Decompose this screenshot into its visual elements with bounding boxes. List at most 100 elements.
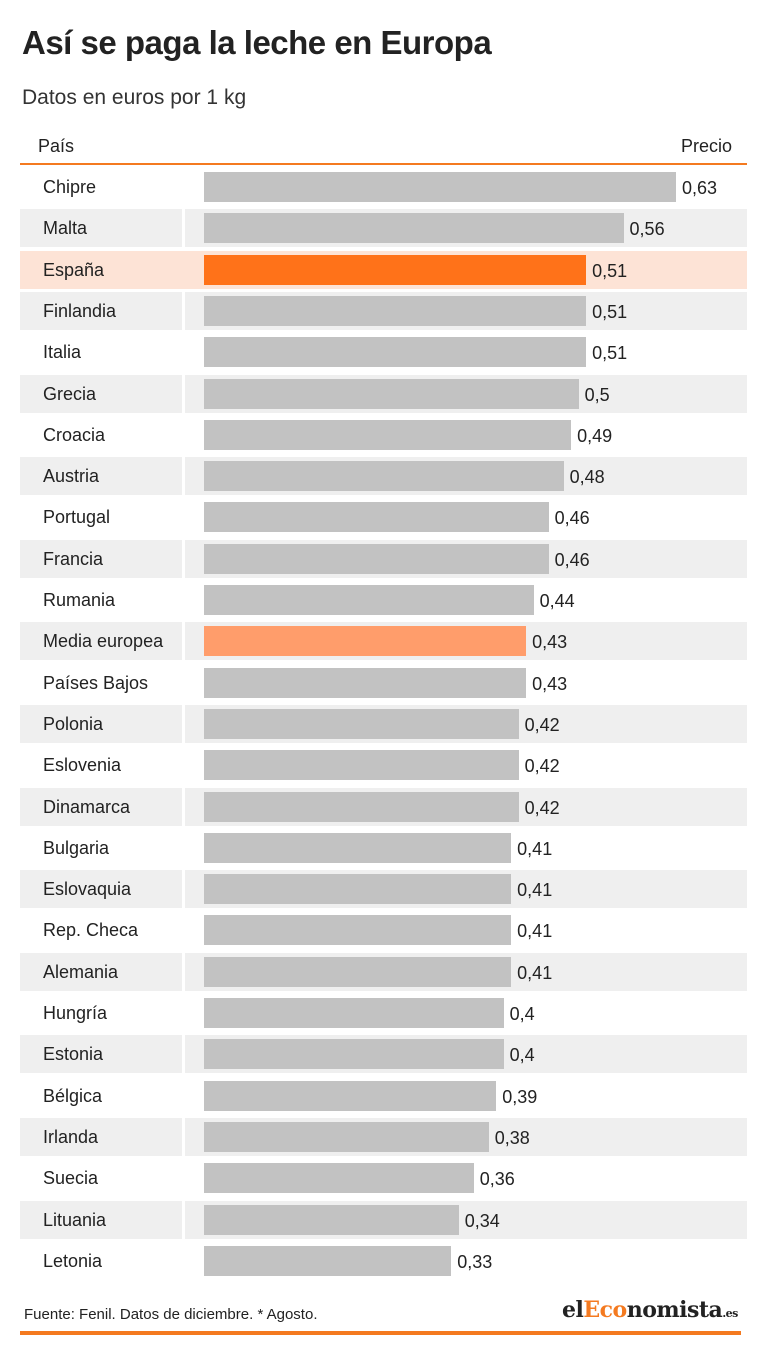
category-label: Croacia — [43, 424, 106, 445]
value-label: 0,51 — [592, 260, 628, 281]
value-label: 0,34 — [464, 1210, 500, 1231]
value-label: 0,63 — [682, 178, 718, 198]
bar — [204, 1121, 489, 1152]
category-label: Países Bajos — [43, 672, 149, 693]
bar — [204, 956, 512, 987]
category-label: Austria — [43, 466, 100, 487]
value-label: 0,43 — [532, 673, 568, 694]
value-label: 0,51 — [592, 343, 628, 364]
footer-rule — [20, 1331, 741, 1335]
column-separator — [182, 952, 185, 991]
bar — [204, 419, 572, 450]
value-label: 0,5 — [584, 384, 610, 405]
category-label: Bélgica — [43, 1085, 103, 1106]
category-label: Grecia — [43, 383, 97, 404]
category-label: Eslovenia — [43, 755, 122, 776]
bar — [204, 1245, 452, 1276]
bar — [204, 172, 676, 202]
category-label: Alemania — [43, 961, 119, 982]
column-header-country: País — [38, 136, 75, 156]
category-label: Suecia — [43, 1168, 99, 1189]
value-label: 0,42 — [524, 756, 560, 777]
value-label: 0,48 — [569, 467, 605, 488]
bar-average — [204, 626, 527, 657]
category-label: Francia — [43, 548, 104, 569]
value-label: 0,41 — [517, 921, 553, 942]
column-separator — [182, 1035, 185, 1074]
category-label: Letonia — [43, 1250, 103, 1271]
value-label: 0,46 — [554, 508, 590, 529]
category-label: Italia — [43, 342, 82, 363]
chart-subtitle: Datos en euros por 1 kg — [22, 86, 247, 109]
category-label: Chipre — [43, 177, 97, 197]
logo-prefix: el — [562, 1297, 584, 1323]
category-label: Irlanda — [43, 1126, 99, 1147]
category-label: Estonia — [43, 1044, 104, 1065]
column-separator — [182, 1200, 185, 1239]
column-separator — [182, 870, 185, 909]
category-label: Eslovaquia — [43, 879, 132, 900]
value-label: 0,33 — [457, 1251, 493, 1272]
bar — [204, 213, 624, 244]
chart-title: Así se paga la leche en Europa — [22, 24, 492, 61]
column-separator — [182, 457, 185, 496]
bar — [204, 295, 587, 326]
column-separator — [182, 1117, 185, 1156]
category-label: Dinamarca — [43, 796, 131, 817]
column-separator — [182, 291, 185, 330]
value-label: 0,39 — [502, 1086, 538, 1107]
value-label: 0,4 — [509, 1045, 535, 1066]
value-label: 0,49 — [577, 425, 613, 446]
value-label: 0,51 — [592, 301, 628, 322]
category-label: Media europea — [43, 631, 164, 652]
bar — [204, 915, 512, 946]
brand-logo[interactable]: elEconomista.es — [562, 1297, 738, 1323]
bar-highlight — [204, 254, 587, 285]
bar — [204, 998, 504, 1028]
logo-suffix: .es — [722, 1307, 738, 1320]
logo-accent: Eco — [583, 1297, 627, 1323]
column-separator — [182, 250, 185, 289]
value-label: 0,38 — [494, 1127, 530, 1148]
bar — [204, 337, 587, 368]
category-label: Bulgaria — [43, 837, 110, 858]
column-header-price: Precio — [680, 136, 732, 156]
category-label: Portugal — [43, 507, 111, 528]
category-label: Rumania — [43, 590, 116, 610]
value-label: 0,56 — [629, 219, 665, 240]
bar — [204, 1039, 504, 1070]
column-separator — [182, 209, 185, 248]
logo-rest: nomista — [626, 1297, 723, 1323]
bar — [204, 667, 527, 698]
value-label: 0,42 — [524, 714, 560, 735]
value-label: 0,4 — [509, 1004, 535, 1024]
column-separator — [182, 539, 185, 578]
value-label: 0,41 — [517, 880, 553, 901]
category-label: Lituania — [43, 1209, 107, 1230]
column-separator — [182, 374, 185, 413]
header-rule — [20, 163, 747, 165]
category-label: Finlandia — [43, 300, 117, 321]
value-label: 0,36 — [479, 1169, 515, 1190]
category-label: Malta — [43, 218, 88, 239]
bar — [204, 708, 519, 739]
bar — [204, 832, 512, 863]
bar — [204, 461, 564, 492]
category-label: España — [43, 259, 105, 280]
value-label: 0,46 — [554, 549, 590, 570]
bar — [204, 1080, 497, 1111]
value-label: 0,43 — [532, 632, 568, 653]
value-label: 0,42 — [524, 797, 560, 818]
bar — [204, 585, 534, 615]
bar — [204, 1204, 459, 1235]
column-separator — [182, 704, 185, 743]
bar — [204, 1163, 474, 1194]
bar — [204, 378, 579, 409]
value-label: 0,44 — [539, 591, 575, 611]
column-separator — [182, 787, 185, 826]
bar — [204, 791, 519, 822]
bar — [204, 543, 549, 574]
value-label: 0,41 — [517, 962, 553, 983]
bar-chart: Chipre 0,63 Malta 0,56 España 0,51 Finlandia 0,… — [20, 172, 747, 1276]
bar — [204, 750, 519, 781]
